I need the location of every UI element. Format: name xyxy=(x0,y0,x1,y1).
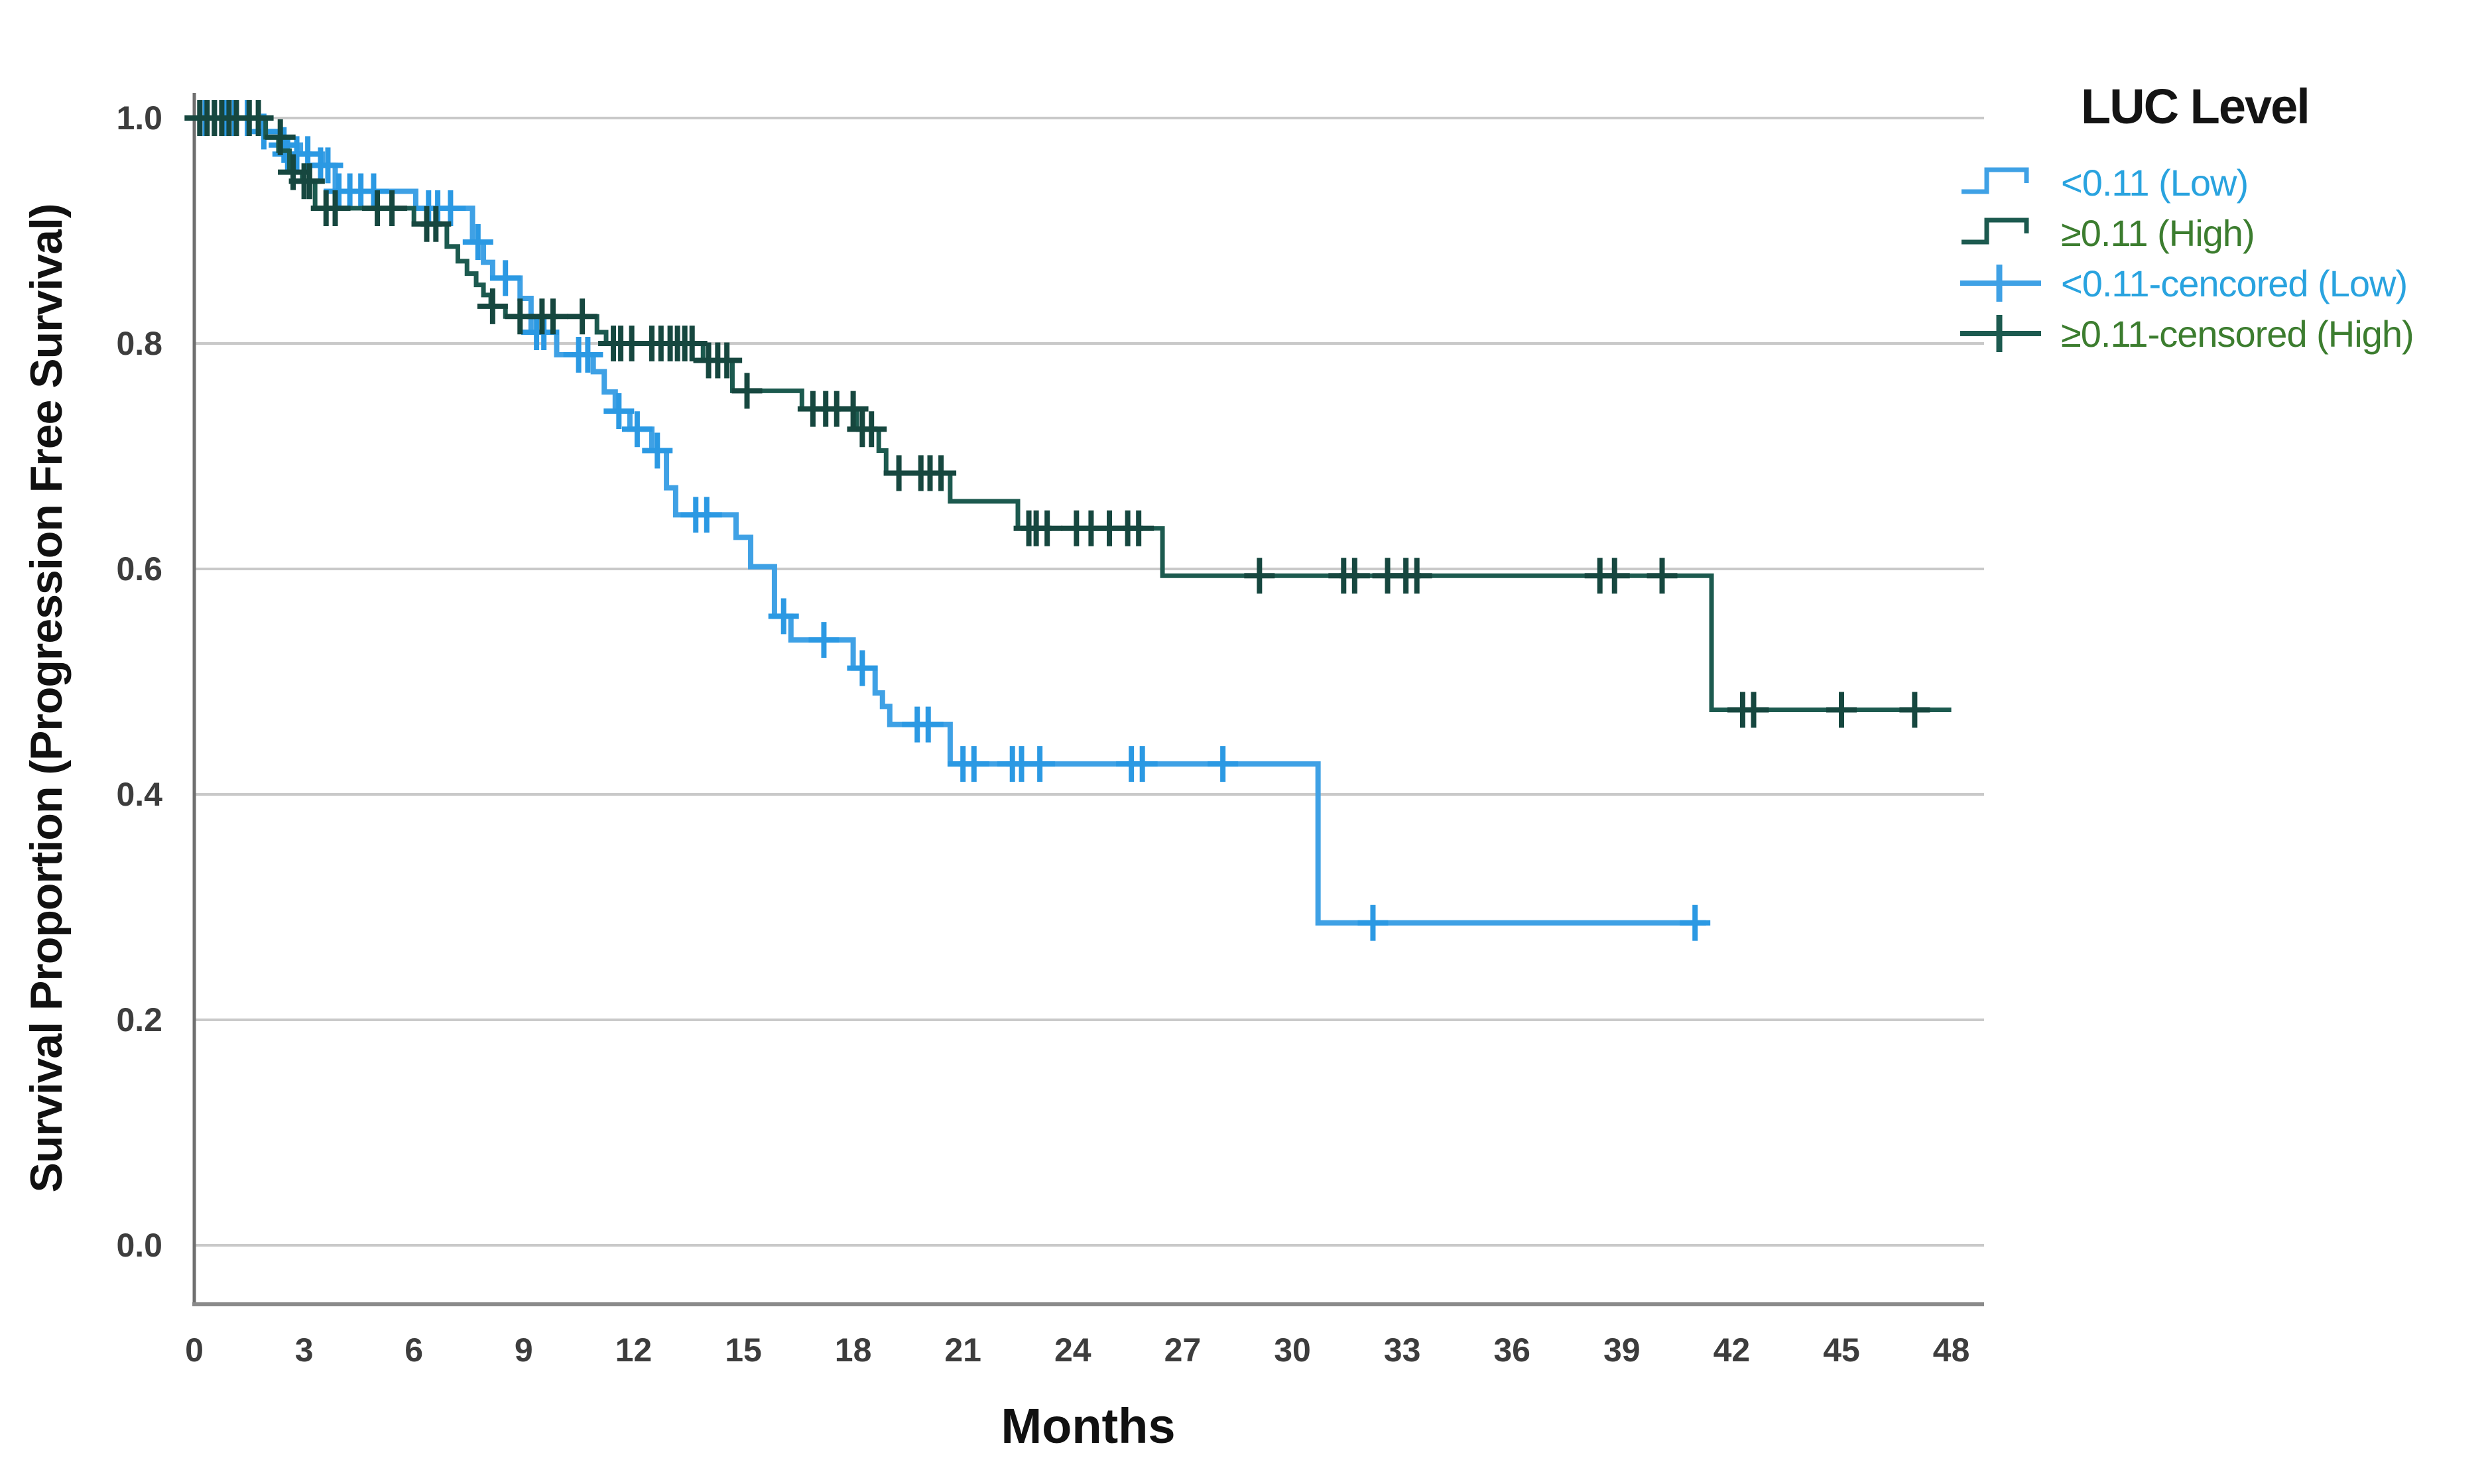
x-tick-label: 24 xyxy=(1054,1331,1091,1369)
legend-label-low: <0.11 (Low) xyxy=(2061,161,2249,204)
y-tick-label: 1.0 xyxy=(116,99,162,137)
censor-marks-high xyxy=(184,100,1930,728)
x-tick-label: 33 xyxy=(1383,1331,1421,1369)
x-tick-label: 30 xyxy=(1274,1331,1311,1369)
x-axis-title: Months xyxy=(1001,1398,1176,1453)
step-line-swatch-high-icon xyxy=(1962,217,2029,245)
y-tick-label: 0.4 xyxy=(116,776,162,813)
gridlines xyxy=(194,117,1984,1247)
y-tick-label: 0.6 xyxy=(116,550,162,587)
legend-item-low-censored: <0.11-cencored (Low) xyxy=(1958,258,2488,308)
step-line-swatch-low-icon xyxy=(1962,167,2029,194)
legend-label-high-censored: ≥0.11-censored (High) xyxy=(2061,312,2414,355)
x-tick-label: 48 xyxy=(1932,1331,1970,1369)
y-axis-title: Survival Proportion (Progression Free Su… xyxy=(21,204,72,1193)
x-tick-label: 21 xyxy=(944,1331,981,1369)
x-tick-label: 12 xyxy=(615,1331,653,1369)
legend-label-low-censored: <0.11-cencored (Low) xyxy=(2061,262,2408,304)
y-tick-label: 0.0 xyxy=(116,1227,162,1264)
km-curve-low xyxy=(194,115,1706,926)
x-tick-label: 9 xyxy=(514,1331,533,1369)
legend-label-high: ≥0.11 (High) xyxy=(2061,212,2255,254)
x-tick-label: 45 xyxy=(1823,1331,1860,1369)
x-tick-label: 18 xyxy=(834,1331,872,1369)
x-tick-label: 39 xyxy=(1603,1331,1641,1369)
x-tick-label: 27 xyxy=(1164,1331,1202,1369)
legend-item-low: <0.11 (Low) xyxy=(1958,157,2488,208)
x-tick-label: 6 xyxy=(405,1331,424,1369)
y-tick-label: 0.2 xyxy=(116,1001,162,1038)
x-tick-label: 0 xyxy=(185,1331,204,1369)
legend: LUC Level <0.11 (Low) ≥0.11 (High) <0.11… xyxy=(1958,78,2488,359)
legend-item-high-censored: ≥0.11-censored (High) xyxy=(1958,308,2488,359)
x-tick-label: 3 xyxy=(294,1331,314,1369)
x-tick-label: 36 xyxy=(1493,1331,1530,1369)
x-tick-label: 42 xyxy=(1713,1331,1751,1369)
legend-item-high: ≥0.11 (High) xyxy=(1958,208,2488,258)
y-tick-label: 0.8 xyxy=(116,325,162,362)
plus-line-swatch-low-icon xyxy=(1960,265,2041,302)
plus-line-swatch-high-icon xyxy=(1960,315,2041,352)
legend-title: LUC Level xyxy=(2081,79,2310,134)
x-tick-label: 15 xyxy=(725,1331,762,1369)
